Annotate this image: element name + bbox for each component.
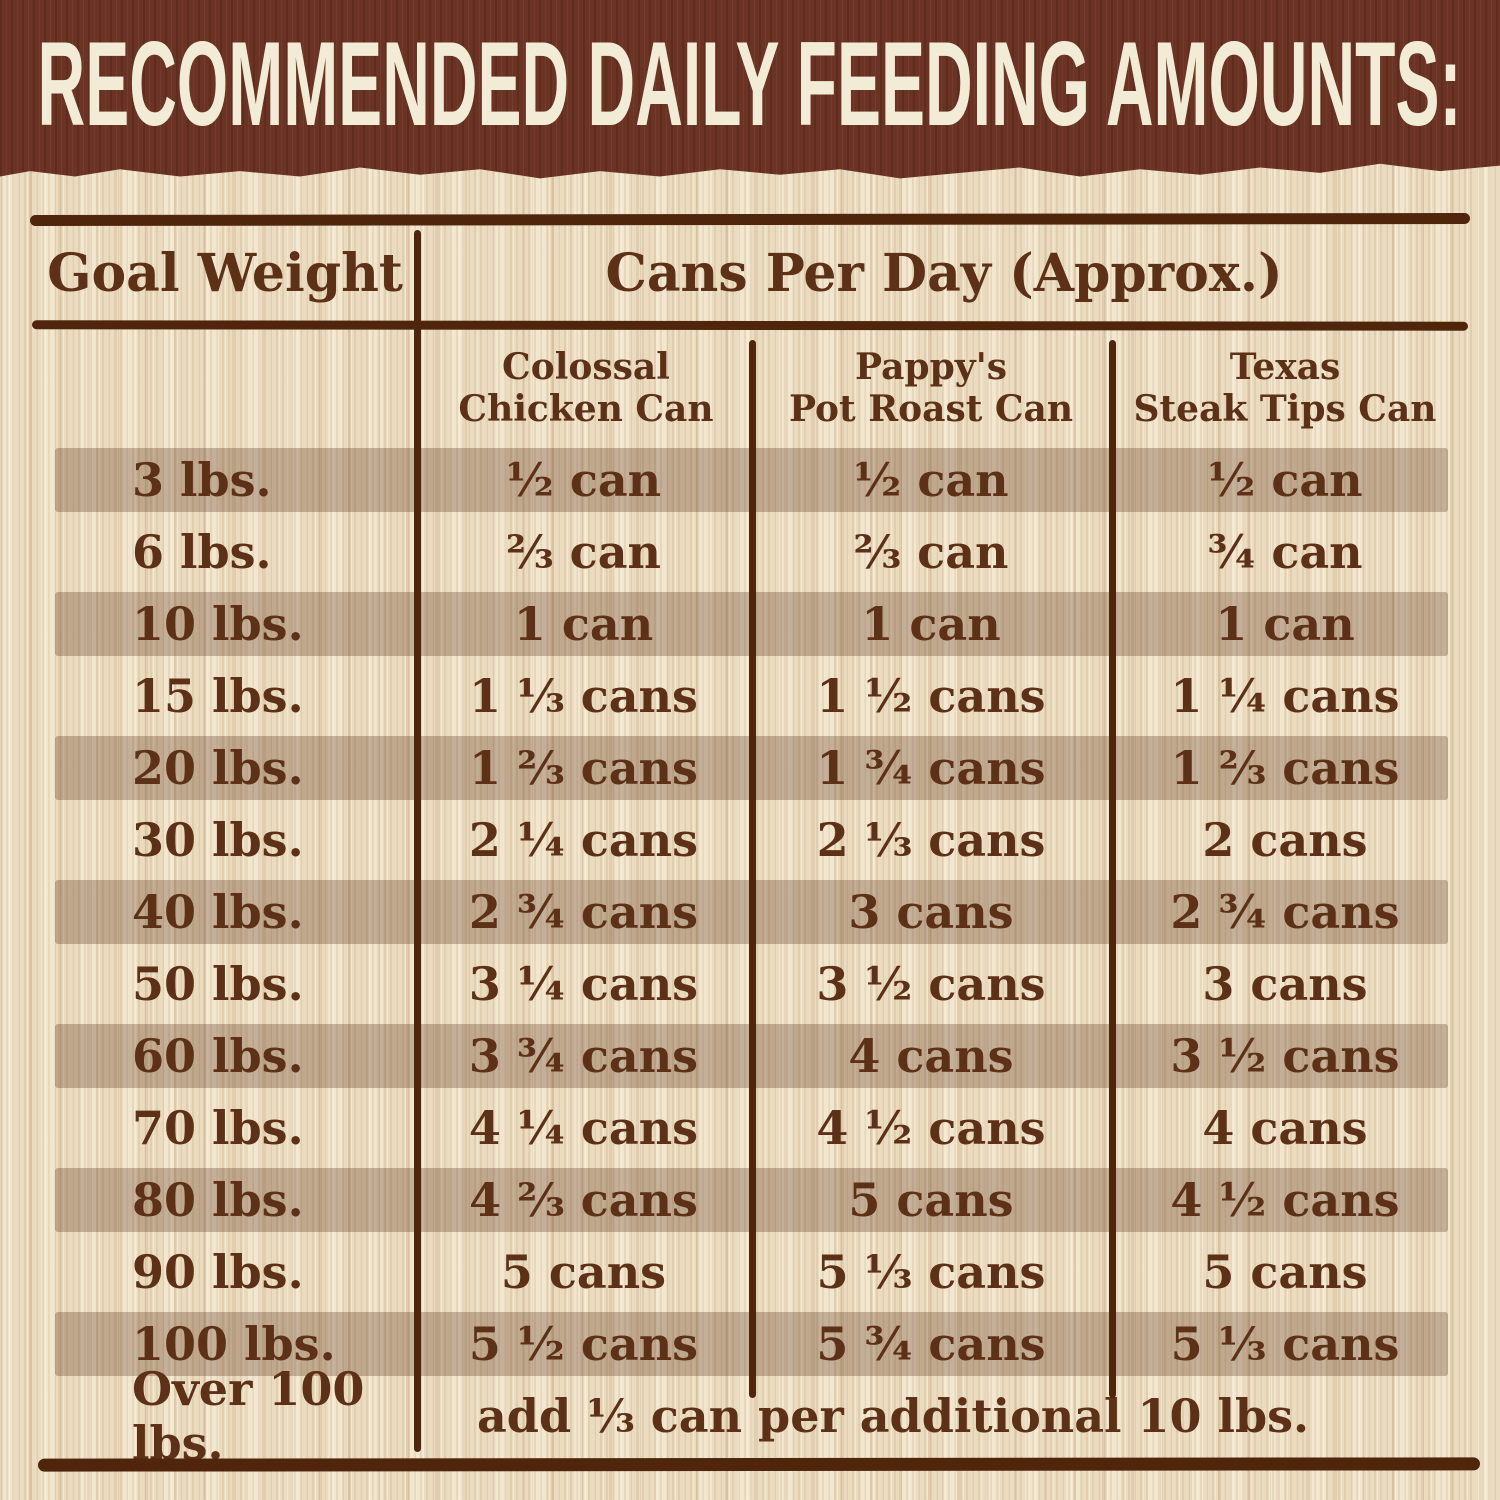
column-header-line: Steak Tips Can bbox=[1133, 388, 1437, 431]
column-divider bbox=[414, 230, 421, 1452]
goal-weight-cell: 80 lbs. bbox=[132, 1173, 304, 1227]
table-row: 50 lbs. 3 ¼ cans 3 ½ cans 3 cans bbox=[0, 948, 1500, 1020]
table-row: 15 lbs. 1 ⅓ cans 1 ½ cans 1 ¼ cans bbox=[0, 660, 1500, 732]
texas-steak-tips-cell: 1 ⅔ cans bbox=[1170, 741, 1400, 795]
goal-weight-cell: 50 lbs. bbox=[132, 957, 304, 1011]
colossal-chicken-cell: 2 ¼ cans bbox=[468, 813, 699, 867]
colossal-chicken-cell: 3 ¼ cans bbox=[468, 957, 699, 1011]
colossal-chicken-cell: 2 ¾ cans bbox=[468, 885, 699, 939]
texas-steak-tips-cell: 4 ½ cans bbox=[1170, 1173, 1400, 1227]
goal-weight-cell: 15 lbs. bbox=[132, 669, 304, 723]
goal-weight-cell: 3 lbs. bbox=[132, 453, 272, 507]
table-row: 80 lbs. 4 ⅔ cans 5 cans 4 ½ cans bbox=[0, 1164, 1500, 1236]
goal-weight-cell: 60 lbs. bbox=[132, 1029, 304, 1083]
pappys-pot-roast-cell: 4 ½ cans bbox=[816, 1101, 1046, 1155]
column-header-line: Chicken Can bbox=[458, 388, 714, 431]
colossal-chicken-cell: ⅔ can bbox=[506, 525, 661, 579]
pappys-pot-roast-cell: 2 ⅓ cans bbox=[816, 813, 1046, 867]
table-row: 90 lbs. 5 cans 5 ⅓ cans 5 cans bbox=[0, 1236, 1500, 1308]
colossal-chicken-cell: 4 ⅔ cans bbox=[469, 1173, 698, 1227]
column-divider bbox=[749, 340, 756, 1398]
table-top-rule bbox=[29, 212, 1471, 227]
goal-weight-cell: Over 100 lbs. bbox=[132, 1362, 365, 1470]
pappys-pot-roast-column-header: Pappy's Pot Roast Can bbox=[752, 346, 1110, 431]
column-header-line: Colossal bbox=[502, 346, 670, 388]
goal-weight-cell: 6 lbs. bbox=[132, 525, 272, 579]
table-row: 70 lbs. 4 ¼ cans 4 ½ cans 4 cans bbox=[0, 1092, 1500, 1164]
colossal-chicken-cell: 5 ½ cans bbox=[468, 1317, 699, 1371]
colossal-chicken-cell: 1 ⅔ cans bbox=[469, 741, 698, 795]
goal-weight-cell: 40 lbs. bbox=[132, 885, 304, 939]
pappys-pot-roast-cell: 5 cans bbox=[848, 1173, 1014, 1227]
pappys-pot-roast-cell: 1 ½ cans bbox=[816, 669, 1046, 723]
texas-steak-tips-cell: 5 ⅓ cans bbox=[1170, 1317, 1400, 1371]
table-row: 6 lbs. ⅔ can ⅔ can ¾ can bbox=[0, 516, 1500, 588]
texas-steak-tips-cell: 2 cans bbox=[1202, 813, 1368, 867]
pappys-pot-roast-cell: 5 ⅓ cans bbox=[816, 1245, 1046, 1299]
colossal-chicken-cell: 1 ⅓ cans bbox=[469, 669, 698, 723]
table-footer-row: Over 100 lbs. add ⅓ can per additional 1… bbox=[0, 1362, 1500, 1470]
pappys-pot-roast-cell: 1 ¾ cans bbox=[816, 741, 1046, 795]
texas-steak-tips-cell: 4 cans bbox=[1202, 1101, 1368, 1155]
pappys-pot-roast-cell: ⅔ can bbox=[853, 525, 1009, 579]
column-header-line: Texas bbox=[1229, 346, 1341, 388]
texas-steak-tips-cell: ½ can bbox=[1207, 453, 1363, 507]
column-divider bbox=[1109, 340, 1116, 1398]
goal-weight-cell: 20 lbs. bbox=[132, 741, 304, 795]
column-header-line: Pappy's bbox=[855, 346, 1007, 388]
goal-weight-cell: 30 lbs. bbox=[132, 813, 304, 867]
goal-weight-header: Goal Weight bbox=[47, 243, 403, 304]
table-row: 30 lbs. 2 ¼ cans 2 ⅓ cans 2 cans bbox=[0, 804, 1500, 876]
pappys-pot-roast-cell: 3 ½ cans bbox=[816, 957, 1046, 1011]
goal-weight-cell: 10 lbs. bbox=[132, 597, 304, 651]
goal-weight-cell: 100 lbs. bbox=[132, 1317, 336, 1371]
colossal-chicken-cell: 4 ¼ cans bbox=[468, 1101, 699, 1155]
texas-steak-tips-cell: 1 ¼ cans bbox=[1170, 669, 1400, 723]
texas-steak-tips-column-header: Texas Steak Tips Can bbox=[1110, 346, 1460, 431]
texas-steak-tips-cell: 3 ½ cans bbox=[1170, 1029, 1400, 1083]
pappys-pot-roast-cell: 3 cans bbox=[848, 885, 1014, 939]
texas-steak-tips-cell: 3 cans bbox=[1202, 957, 1368, 1011]
pappys-pot-roast-cell: 4 cans bbox=[848, 1029, 1014, 1083]
colossal-chicken-cell: ½ can bbox=[505, 453, 662, 507]
texas-steak-tips-cell: 1 can bbox=[1215, 597, 1355, 651]
colossal-chicken-cell: 3 ¾ cans bbox=[468, 1029, 699, 1083]
colossal-chicken-column-header: Colossal Chicken Can bbox=[420, 346, 752, 431]
texas-steak-tips-cell: 2 ¾ cans bbox=[1170, 885, 1400, 939]
colossal-chicken-cell: 5 cans bbox=[500, 1245, 667, 1299]
texas-steak-tips-cell: 5 cans bbox=[1202, 1245, 1368, 1299]
column-header-line: Pot Roast Can bbox=[788, 388, 1074, 431]
pappys-pot-roast-cell: ½ can bbox=[853, 453, 1009, 507]
texas-steak-tips-cell: ¾ can bbox=[1207, 525, 1363, 579]
cans-per-day-header: Cans Per Day (Approx.) bbox=[605, 243, 1283, 304]
over-100-lbs-note: add ⅓ can per additional 10 lbs. bbox=[477, 1389, 1310, 1443]
goal-weight-cell: 90 lbs. bbox=[132, 1245, 304, 1299]
pappys-pot-roast-cell: 5 ¾ cans bbox=[816, 1317, 1046, 1371]
pappys-pot-roast-cell: 1 can bbox=[861, 597, 1001, 651]
goal-weight-cell: 70 lbs. bbox=[132, 1101, 304, 1155]
table-bottom-rule bbox=[37, 1457, 1481, 1472]
colossal-chicken-cell: 1 can bbox=[513, 597, 654, 651]
page-title: RECOMMENDED DAILY FEEDING AMOUNTS: bbox=[38, 17, 1462, 151]
table-mid-rule bbox=[31, 320, 1469, 331]
header-banner: RECOMMENDED DAILY FEEDING AMOUNTS: bbox=[0, 0, 1500, 179]
